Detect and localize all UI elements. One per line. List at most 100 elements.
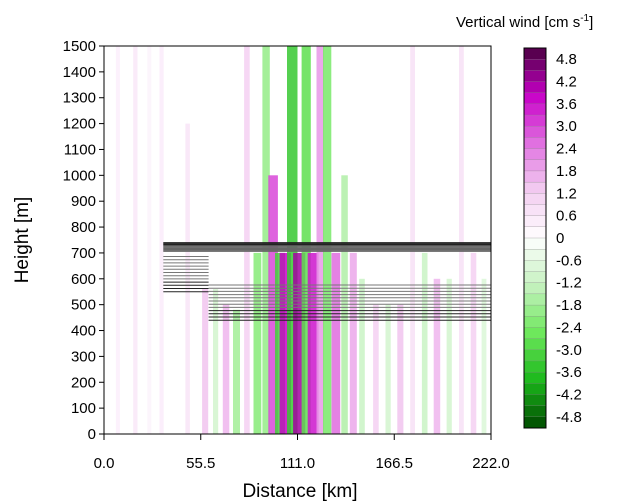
- wind-band: [359, 278, 365, 434]
- y-tick-label: 1200: [63, 116, 96, 133]
- wind-band: [147, 46, 152, 434]
- x-axis: 0.0 55.5 111.0 166.5 222.0: [94, 434, 510, 472]
- x-tick-label: 222.0: [472, 455, 510, 472]
- colorbar-swatch: [523, 137, 547, 150]
- colorbar-label: 3.0: [556, 118, 577, 135]
- colorbar-swatch: [523, 226, 547, 239]
- y-tick-label: 1100: [64, 141, 96, 158]
- colorbar-swatch: [523, 260, 547, 272]
- colorbar-swatch: [523, 193, 547, 205]
- colorbar-label: 1.2: [556, 185, 577, 202]
- y-tick-label: 700: [71, 245, 96, 262]
- wind-band: [397, 304, 404, 434]
- y-tick-label: 300: [71, 348, 96, 365]
- colorbar-swatch: [523, 271, 547, 284]
- colorbar-label: 2.4: [556, 141, 577, 158]
- colorbar-swatch: [523, 349, 547, 362]
- wind-band: [253, 252, 262, 434]
- inversion-contours: [163, 242, 491, 321]
- y-tick-label: 1400: [63, 64, 96, 81]
- wind-band: [307, 252, 319, 434]
- wind-band: [279, 252, 291, 434]
- plot-area: [103, 45, 492, 435]
- y-tick-label: 0: [88, 426, 96, 443]
- colorbar-swatch: [523, 181, 547, 194]
- wind-band: [459, 46, 464, 434]
- x-tick-label: 0.0: [94, 455, 115, 472]
- colorbar-swatch: [523, 148, 547, 161]
- colorbar-label: -1.8: [556, 297, 582, 314]
- colorbar: 4.8 4.2 3.6 3.0 2.4 1.8 1.2 0.6 0 -0.6 -1.2 -1.8 -2.…: [523, 47, 582, 429]
- colorbar-swatch: [523, 249, 547, 261]
- colorbar-swatch: [523, 416, 547, 429]
- colorbar-swatch: [523, 103, 547, 116]
- colorbar-swatch: [523, 383, 547, 395]
- colorbar-swatch: [523, 170, 547, 183]
- wind-band: [373, 304, 379, 434]
- wind-band: [421, 252, 428, 434]
- wind-band: [287, 46, 298, 434]
- colorbar-label: 4.8: [556, 51, 577, 68]
- colorbar-label: -1.2: [556, 275, 582, 292]
- colorbar-swatch: [523, 114, 547, 127]
- x-tick-label: 166.5: [375, 455, 413, 472]
- colorbar-label: -3.0: [556, 342, 582, 359]
- colorbar-label: 0.6: [556, 208, 577, 225]
- wind-band: [433, 278, 441, 434]
- y-tick-label: 400: [71, 323, 96, 340]
- wind-band: [481, 278, 487, 434]
- wind-band: [233, 309, 240, 434]
- wind-band: [213, 289, 219, 434]
- wind-band: [244, 46, 250, 434]
- colorbar-swatch: [523, 215, 547, 228]
- wind-band: [301, 46, 311, 434]
- colorbar-swatch: [523, 327, 547, 340]
- x-tick-label: 55.5: [186, 455, 215, 472]
- colorbar-title-close: ]: [589, 14, 593, 31]
- y-tick-label: 500: [71, 297, 96, 314]
- y-tick-label: 900: [71, 193, 96, 210]
- wind-band: [133, 46, 138, 434]
- wind-band: [316, 46, 324, 434]
- colorbar-swatch: [523, 59, 547, 71]
- colorbar-swatch: [523, 293, 547, 306]
- y-tick-label: 1300: [63, 90, 96, 107]
- colorbar-swatch: [523, 360, 547, 373]
- colorbar-title: Vertical wind [cm s-1]: [456, 13, 593, 31]
- wind-band: [159, 46, 164, 434]
- x-tick-label: 111.0: [280, 455, 315, 472]
- colorbar-swatch: [523, 70, 547, 82]
- colorbar-swatch: [523, 316, 547, 328]
- wind-band: [115, 46, 120, 434]
- y-tick-label: 200: [71, 374, 96, 391]
- colorbar-label: -4.8: [556, 409, 582, 426]
- colorbar-swatch: [523, 126, 547, 138]
- colorbar-swatch: [523, 282, 547, 295]
- colorbar-swatch: [523, 47, 547, 60]
- y-tick-label: 600: [71, 271, 96, 288]
- colorbar-label: -4.2: [556, 387, 582, 404]
- wind-band: [410, 46, 415, 434]
- colorbar-swatch: [523, 405, 547, 418]
- colorbar-label: -3.6: [556, 364, 582, 381]
- y-tick-label: 800: [71, 219, 96, 236]
- wind-band: [446, 278, 452, 434]
- colorbar-label: 3.6: [556, 96, 577, 113]
- x-axis-label: Distance [km]: [242, 481, 357, 502]
- colorbar-label: -2.4: [556, 319, 582, 336]
- colorbar-swatch: [523, 81, 547, 94]
- colorbar-swatch: [523, 371, 547, 384]
- wind-band: [323, 46, 332, 434]
- y-axis-label: Height [m]: [12, 197, 33, 284]
- colorbar-label: 1.8: [556, 163, 577, 180]
- wind-band: [470, 252, 477, 434]
- wind-band: [262, 46, 270, 434]
- colorbar-swatch: [523, 204, 547, 217]
- wind-band: [385, 304, 391, 434]
- colorbar-title-main: Vertical wind [cm s: [456, 14, 580, 31]
- wind-band: [349, 252, 357, 434]
- colorbar-swatch: [523, 394, 547, 407]
- wind-band: [222, 304, 230, 434]
- colorbar-label: -0.6: [556, 252, 582, 269]
